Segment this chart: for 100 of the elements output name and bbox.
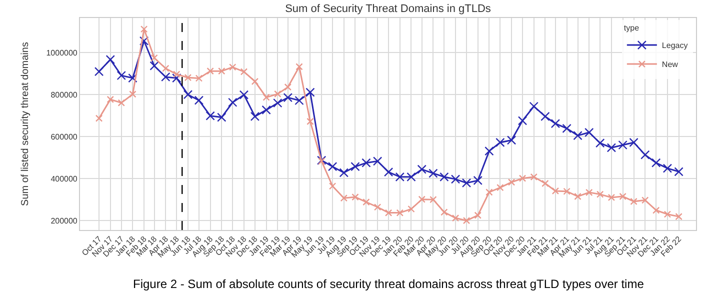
point xyxy=(140,26,148,33)
point xyxy=(340,194,348,202)
point xyxy=(217,112,226,122)
point xyxy=(206,68,214,75)
point xyxy=(116,70,126,80)
point xyxy=(294,96,304,106)
legend-label: Legacy xyxy=(662,41,688,50)
point xyxy=(675,212,682,220)
y-tick-label: 200000 xyxy=(50,216,78,226)
point xyxy=(395,172,404,182)
point xyxy=(664,210,672,218)
point xyxy=(573,130,582,140)
point xyxy=(194,96,204,105)
y-tick-label: 400000 xyxy=(50,174,78,184)
point xyxy=(462,216,470,224)
point xyxy=(362,198,370,206)
point xyxy=(440,172,449,182)
point xyxy=(129,90,136,98)
point xyxy=(396,209,404,216)
point xyxy=(408,205,415,213)
point xyxy=(284,83,292,91)
point xyxy=(95,114,103,122)
point xyxy=(374,204,382,211)
point xyxy=(629,138,638,148)
point xyxy=(586,188,593,196)
point xyxy=(518,116,528,126)
point xyxy=(228,98,238,107)
point xyxy=(428,168,438,178)
point xyxy=(229,64,236,71)
point xyxy=(542,180,549,187)
point xyxy=(150,54,158,62)
point xyxy=(430,196,437,204)
point xyxy=(417,164,426,174)
point xyxy=(262,105,271,115)
point xyxy=(352,193,359,201)
point xyxy=(540,112,550,122)
point xyxy=(184,74,192,82)
point xyxy=(251,78,259,85)
point xyxy=(150,61,159,70)
point xyxy=(240,68,248,76)
point xyxy=(596,138,605,148)
point xyxy=(218,68,226,75)
point xyxy=(574,192,582,200)
point xyxy=(508,178,516,186)
point xyxy=(306,88,315,97)
caption: Figure 2 - Sum of absolute counts of security threat domains across threat gTLD types over time xyxy=(133,277,644,291)
point xyxy=(606,143,616,152)
point xyxy=(618,140,628,150)
point xyxy=(596,190,604,198)
point xyxy=(106,96,114,104)
point xyxy=(506,136,516,145)
point xyxy=(339,168,348,178)
point xyxy=(328,182,336,190)
point xyxy=(262,94,270,101)
point xyxy=(562,124,572,134)
point xyxy=(640,150,650,160)
point xyxy=(674,167,684,176)
point xyxy=(328,162,338,172)
point xyxy=(450,174,460,184)
point xyxy=(406,172,416,182)
point xyxy=(484,146,494,156)
point xyxy=(183,90,193,100)
point xyxy=(296,63,303,70)
point xyxy=(652,158,661,168)
point xyxy=(350,162,360,172)
point xyxy=(518,174,526,182)
point xyxy=(128,73,138,83)
point xyxy=(384,209,392,216)
point xyxy=(630,198,638,206)
point xyxy=(173,70,180,78)
point xyxy=(372,156,382,166)
point xyxy=(529,102,538,111)
y-axis-title: Sum of listed security threat domains xyxy=(20,42,32,206)
point xyxy=(473,176,482,186)
legend-title: type xyxy=(624,24,640,33)
legend-label: New xyxy=(662,60,678,70)
point xyxy=(418,196,426,203)
chart-title: Sum of Security Threat Domains in gTLDs xyxy=(285,3,492,16)
point xyxy=(552,187,560,195)
point xyxy=(486,188,493,196)
point xyxy=(362,158,371,168)
point xyxy=(652,206,660,214)
point xyxy=(139,36,149,46)
point xyxy=(106,54,115,64)
point xyxy=(608,194,616,202)
point xyxy=(274,90,282,98)
point xyxy=(273,98,282,108)
point xyxy=(239,90,249,100)
point xyxy=(563,188,570,195)
point xyxy=(118,99,125,106)
point xyxy=(440,208,448,216)
point xyxy=(474,212,482,219)
point xyxy=(619,192,626,200)
point xyxy=(550,118,560,128)
point xyxy=(162,64,170,72)
point xyxy=(530,173,538,180)
y-tick-label: 800000 xyxy=(50,90,78,100)
point xyxy=(250,112,260,122)
point xyxy=(642,196,649,204)
point xyxy=(462,178,472,188)
